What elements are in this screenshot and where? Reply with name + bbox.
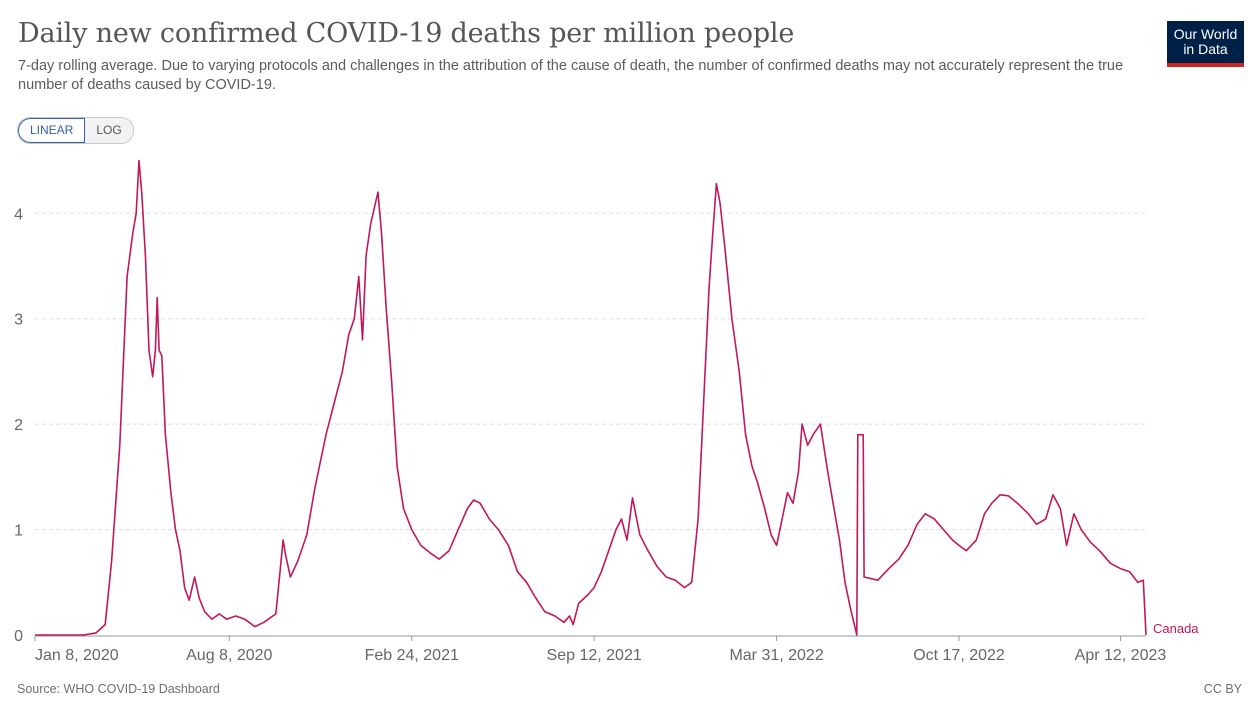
logo-line-1: Our World [1173, 26, 1238, 42]
series-lines: Canada [35, 159, 1199, 636]
gridlines [35, 212, 1146, 531]
y-tick-label: 3 [14, 312, 23, 329]
x-tick-label: Jan 8, 2020 [35, 647, 119, 664]
owid-logo[interactable]: Our World in Data [1167, 21, 1244, 67]
x-tick-label: Sep 12, 2021 [547, 647, 642, 664]
y-axis-ticks: 0 1 2 3 4 [14, 206, 23, 645]
x-tick-label: Aug 8, 2020 [186, 647, 272, 664]
x-tick-label: Apr 12, 2023 [1075, 647, 1167, 664]
x-axis: Jan 8, 2020 Aug 8, 2020 Feb 24, 2021 Sep 12… [34, 635, 1167, 664]
chart-subtitle: 7-day rolling average. Due to varying pr… [18, 58, 1124, 93]
series-line-canada[interactable] [35, 159, 1147, 636]
logo-line-2: in Data [1183, 41, 1228, 57]
chart-title: Daily new confirmed COVID-19 deaths per … [18, 18, 795, 49]
x-tick-label: Oct 17, 2022 [913, 647, 1005, 664]
series-label-canada[interactable]: Canada [1153, 621, 1199, 636]
y-tick-label: 0 [14, 628, 23, 645]
source-note[interactable]: Source: WHO COVID-19 Dashboard [17, 682, 220, 696]
y-tick-label: 2 [14, 417, 23, 434]
y-tick-label: 4 [14, 206, 23, 223]
y-tick-label: 1 [14, 523, 23, 540]
log-scale-button[interactable]: LOG [85, 118, 133, 143]
x-tick-label: Feb 24, 2021 [365, 647, 459, 664]
linear-scale-button[interactable]: LINEAR [18, 118, 86, 143]
license-note[interactable]: CC BY [1203, 682, 1242, 696]
scale-toggle: LINEAR LOG [17, 117, 134, 144]
x-tick-label: Mar 31, 2022 [729, 647, 823, 664]
